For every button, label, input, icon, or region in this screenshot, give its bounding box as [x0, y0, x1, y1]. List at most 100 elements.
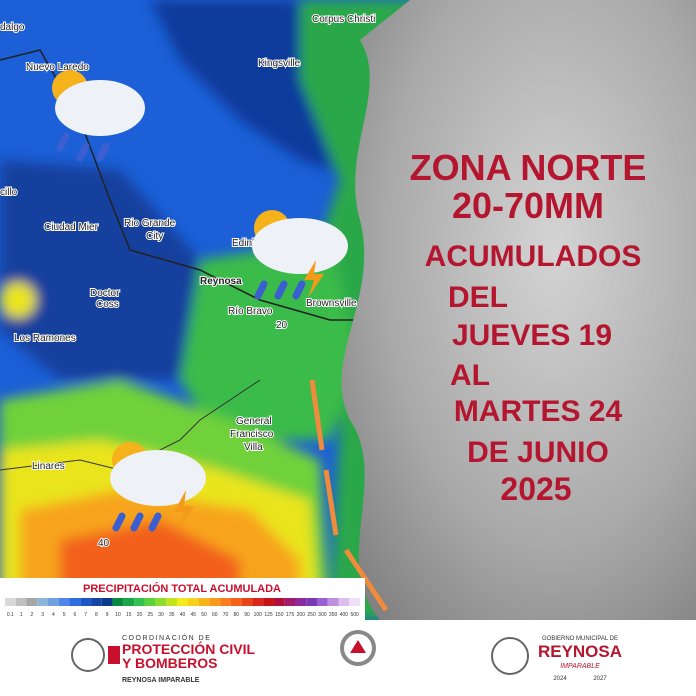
footer-text: 2024 — [553, 676, 567, 682]
place-label: General — [236, 416, 272, 427]
legend-swatch — [252, 598, 264, 606]
legend-tick: 10 — [115, 612, 121, 618]
place-label: Coss — [96, 299, 119, 310]
legend-tick: 50 — [201, 612, 207, 618]
legend-swatch — [26, 598, 38, 606]
legend-swatch — [327, 598, 339, 606]
logo — [491, 637, 529, 675]
legend-tick: 250 — [307, 612, 316, 618]
legend-swatch — [101, 598, 113, 606]
legend-swatch — [316, 598, 328, 606]
legend-swatch — [123, 598, 135, 606]
place-label: Linares — [32, 461, 65, 472]
legend-tick: 80 — [234, 612, 240, 618]
legend: 0.1 1 2 3 4 5 6 7 8 9 10 15 20 25 30 35 40 45 50 60 70 80 90 10… — [5, 598, 360, 618]
legend-swatch — [112, 598, 124, 606]
legend-tick: 90 — [244, 612, 250, 618]
legend-swatch — [263, 598, 274, 606]
legend-tick: 5 — [63, 612, 66, 618]
place-label: Francisco — [230, 429, 274, 440]
legend-swatch — [295, 598, 307, 606]
legend-swatch — [198, 598, 210, 606]
legend-swatch — [166, 598, 178, 606]
legend-tick: 7 — [84, 612, 87, 618]
legend-swatch — [338, 598, 350, 606]
legend-swatch — [241, 598, 253, 606]
place-label: Rio Grande — [124, 218, 176, 229]
legend-swatch — [155, 598, 167, 606]
footer-text: COORDINACIÓN DE — [122, 633, 211, 642]
footer-text: IMPARABLE — [560, 663, 600, 670]
place-label: Kingsville — [258, 58, 301, 69]
legend-tick: 60 — [212, 612, 218, 618]
footer-text: REYNOSA — [538, 642, 622, 661]
legend-swatch — [58, 598, 70, 606]
legend-swatch — [306, 598, 317, 606]
legend-tick: 400 — [340, 612, 349, 618]
headline-text: 2025 — [500, 471, 571, 507]
headline-text: 20-70MM — [452, 185, 604, 226]
place-label: Brownsville — [306, 298, 357, 309]
place-label: cillo — [0, 187, 18, 198]
logo — [350, 640, 366, 653]
legend-swatch — [144, 598, 156, 606]
legend-tick: 45 — [190, 612, 196, 618]
legend-tick: 3 — [41, 612, 44, 618]
legend-tick: 6 — [74, 612, 77, 618]
legend-tick: 4 — [52, 612, 55, 618]
logo — [340, 630, 376, 666]
logo — [108, 646, 120, 664]
legend-swatch — [209, 598, 221, 606]
place-label: 40 — [98, 538, 110, 549]
footer-text: GOBIERNO MUNICIPAL DE — [542, 636, 618, 642]
legend-tick: 1 — [20, 612, 23, 618]
place-label: City — [146, 231, 163, 242]
legend-swatch — [5, 598, 16, 606]
place-label: Los Ramones — [14, 333, 76, 344]
footer-text: 2027 — [593, 676, 607, 682]
legend-swatch — [80, 598, 92, 606]
legend-tick: 20 — [137, 612, 143, 618]
legend-swatch — [15, 598, 27, 606]
place-label: Río Bravo — [228, 306, 273, 317]
legend-tick: 30 — [158, 612, 164, 618]
headline-text: DE JUNIO — [467, 436, 609, 469]
place-label: Corpus Christi — [312, 14, 375, 25]
legend-tick: 350 — [329, 612, 338, 618]
legend-tick: 0.1 — [7, 612, 14, 618]
headline-text: DEL — [448, 281, 508, 314]
legend-title: PRECIPITACIÓN TOTAL ACUMULADA — [83, 582, 281, 595]
legend-swatch — [284, 598, 296, 606]
legend-tick: 150 — [275, 612, 284, 618]
headline-text: JUEVES 19 — [452, 319, 612, 352]
legend-tick: 500 — [350, 612, 359, 618]
legend-swatch — [220, 598, 231, 606]
legend-tick: 9 — [106, 612, 109, 618]
legend-tick: 200 — [297, 612, 306, 618]
headline-text: ZONA NORTE — [410, 147, 647, 188]
place-label: Edinb — [232, 238, 258, 249]
legend-tick: 300 — [318, 612, 327, 618]
legend-tick: 8 — [95, 612, 98, 618]
place-label: Reynosa — [200, 276, 242, 287]
place-label: 20 — [276, 320, 288, 331]
footer-text: PROTECCIÓN CIVIL — [122, 640, 255, 657]
place-label: Ciudad Mier — [44, 222, 99, 233]
legend-tick: 100 — [254, 612, 263, 618]
legend-swatch — [230, 598, 242, 606]
legend-tick: 125 — [264, 612, 273, 618]
map-labels: dalgo Corpus Christi Nuevo Laredo Kingsvill… — [0, 13, 376, 550]
logo — [71, 638, 105, 672]
legend-tick: 175 — [286, 612, 295, 618]
legend-swatch — [177, 598, 188, 606]
legend-swatch — [91, 598, 102, 606]
legend-swatch — [37, 598, 49, 606]
legend-tick: 40 — [180, 612, 186, 618]
legend-tick: 15 — [126, 612, 132, 618]
headline-text: ACUMULADOS — [425, 240, 642, 273]
legend-swatch — [273, 598, 285, 606]
place-label: Nuevo Laredo — [26, 62, 89, 73]
legend-swatch — [349, 598, 360, 606]
place-label: Villa — [244, 442, 263, 453]
